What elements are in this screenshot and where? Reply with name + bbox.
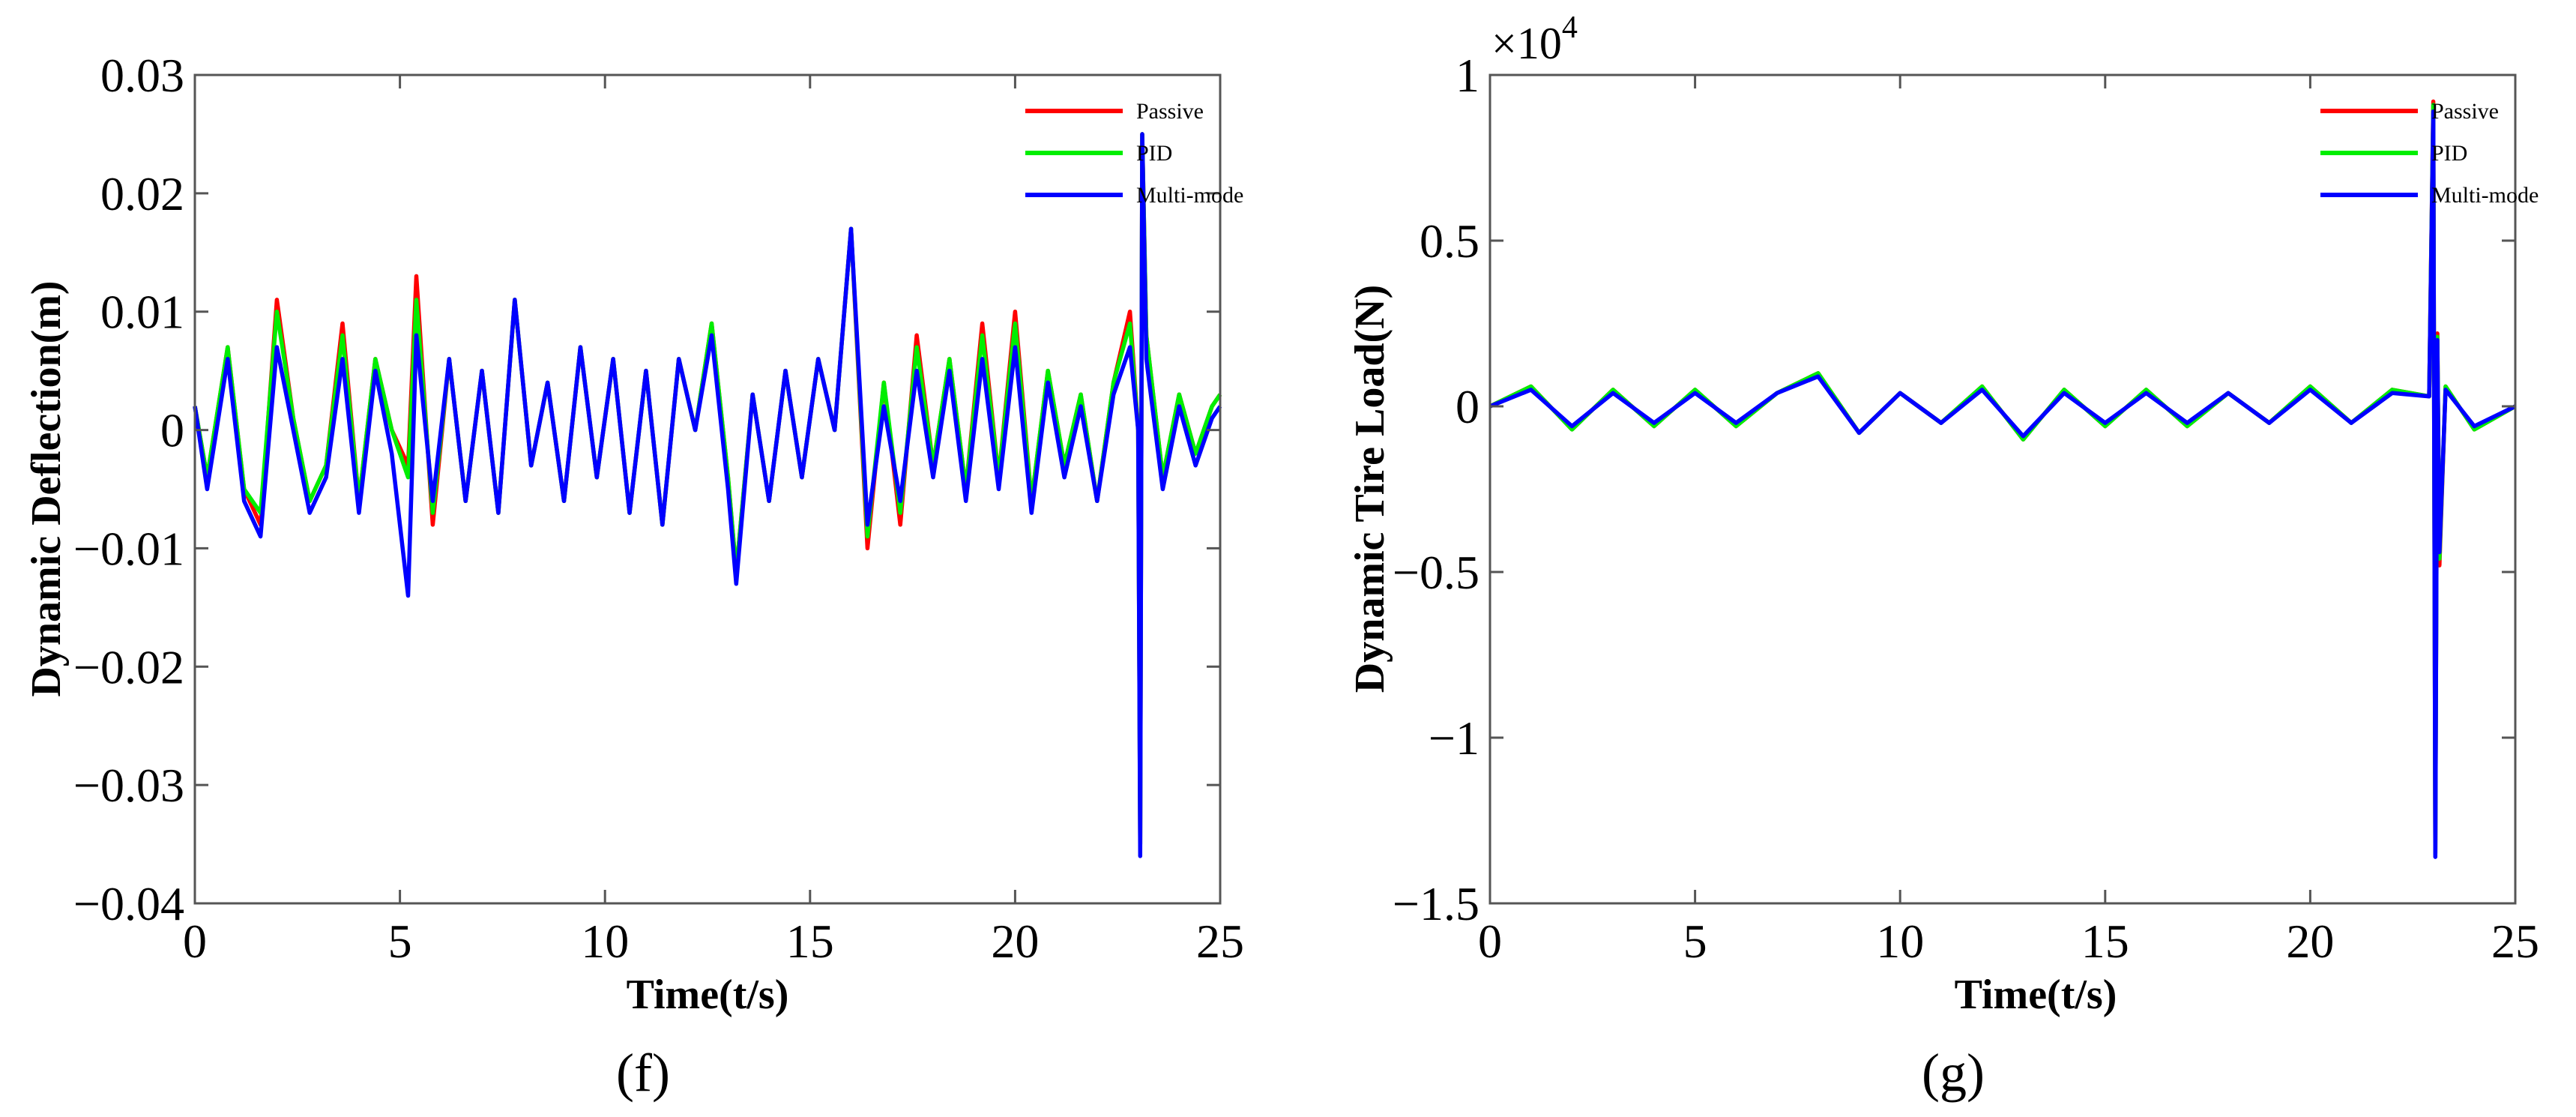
chart-f-y-tick-label: −0.03 <box>73 759 184 812</box>
panel-label-g: (g) <box>1922 1043 1985 1103</box>
chart-f-x-tick-label: 0 <box>183 915 207 968</box>
chart-g-y-multiplier: ×104 <box>1491 10 1578 68</box>
chart-f-x-tick-label: 20 <box>991 915 1039 968</box>
chart-f-legend: Passive PID Multi-mode <box>1025 99 1243 208</box>
chart-g-y-axis-label: Dynamic Tire Load(N) <box>1347 285 1393 693</box>
panel-label-f: (f) <box>616 1043 670 1103</box>
chart-g-y-tick-label: 0.5 <box>1420 214 1479 268</box>
chart-g-legend-label-0: Passive <box>2431 99 2499 124</box>
chart-f-x-tick-label: 25 <box>1196 915 1244 968</box>
chart-f-y-tick-label: −0.01 <box>73 522 184 575</box>
chart-f-y-tick-label: 0 <box>160 404 184 457</box>
chart-g-x-tick-label: 15 <box>2081 915 2129 968</box>
chart-f-y-tick-label: 0.03 <box>100 49 184 102</box>
chart-g-y-tick-label: 0 <box>1456 380 1479 433</box>
chart-g-y-tick-label: −0.5 <box>1393 546 1479 599</box>
chart-f-legend-label-0: Passive <box>1136 99 1204 124</box>
chart-f-y-tick-label: 0.02 <box>100 167 184 220</box>
chart-g-plot-area <box>1488 99 2517 859</box>
chart-f-x-tick-label: 5 <box>388 915 412 968</box>
chart-f-legend-label-2: Multi-mode <box>1136 183 1243 208</box>
chart-f-series-line-2 <box>193 132 1222 858</box>
chart-g-legend-label-1: PID <box>2431 141 2467 166</box>
chart-f-y-tick-label: −0.02 <box>73 640 184 693</box>
chart-g-x-tick-label: 0 <box>1478 915 1502 968</box>
chart-f: 0 5 10 15 20 25 0.03 0.02 0.01 0 −0.01 −0.02 −0.03 −0… <box>23 49 1244 1103</box>
chart-g-frame <box>1488 73 2517 905</box>
chart-f-plot-area <box>193 132 1222 858</box>
chart-g-x-tick-label: 20 <box>2286 915 2334 968</box>
chart-g-y-tick-label: −1 <box>1429 711 1479 765</box>
chart-f-y-tick-label: 0.01 <box>100 286 184 339</box>
chart-g-x-tick-label: 25 <box>2491 915 2539 968</box>
chart-g-y-multiplier-base: ×10 <box>1491 19 1562 68</box>
chart-g-axes: 0 5 10 15 20 25 1 0.5 0 −0.5 −1 −1.5 <box>1393 49 2539 968</box>
chart-g-y-tick-label: 1 <box>1456 49 1479 102</box>
chart-g-x-axis-label: Time(t/s) <box>1955 972 2117 1018</box>
chart-g-legend-label-2: Multi-mode <box>2431 183 2539 208</box>
chart-f-y-tick-label: −0.04 <box>73 877 184 930</box>
chart-g-x-tick-label: 5 <box>1683 915 1707 968</box>
chart-f-axes: 0 5 10 15 20 25 0.03 0.02 0.01 0 −0.01 −0.02 −0.03 −0… <box>73 49 1244 968</box>
chart-g-series-line-2 <box>1488 109 2517 859</box>
chart-f-frame <box>193 73 1222 905</box>
chart-g-y-multiplier-exponent: 4 <box>1562 10 1578 45</box>
chart-f-y-axis-label: Dynamic Deflection(m) <box>23 280 70 696</box>
chart-g: 0 5 10 15 20 25 1 0.5 0 −0.5 −1 −1.5 Passive PID Mult… <box>1347 10 2539 1103</box>
chart-f-x-axis-label: Time(t/s) <box>627 972 789 1018</box>
chart-g-legend: Passive PID Multi-mode <box>2320 99 2539 208</box>
chart-f-x-tick-label: 10 <box>581 915 629 968</box>
chart-g-x-tick-label: 10 <box>1876 915 1924 968</box>
chart-f-x-tick-label: 15 <box>786 915 834 968</box>
chart-f-legend-label-1: PID <box>1136 141 1172 166</box>
chart-g-y-tick-label: −1.5 <box>1393 877 1479 930</box>
